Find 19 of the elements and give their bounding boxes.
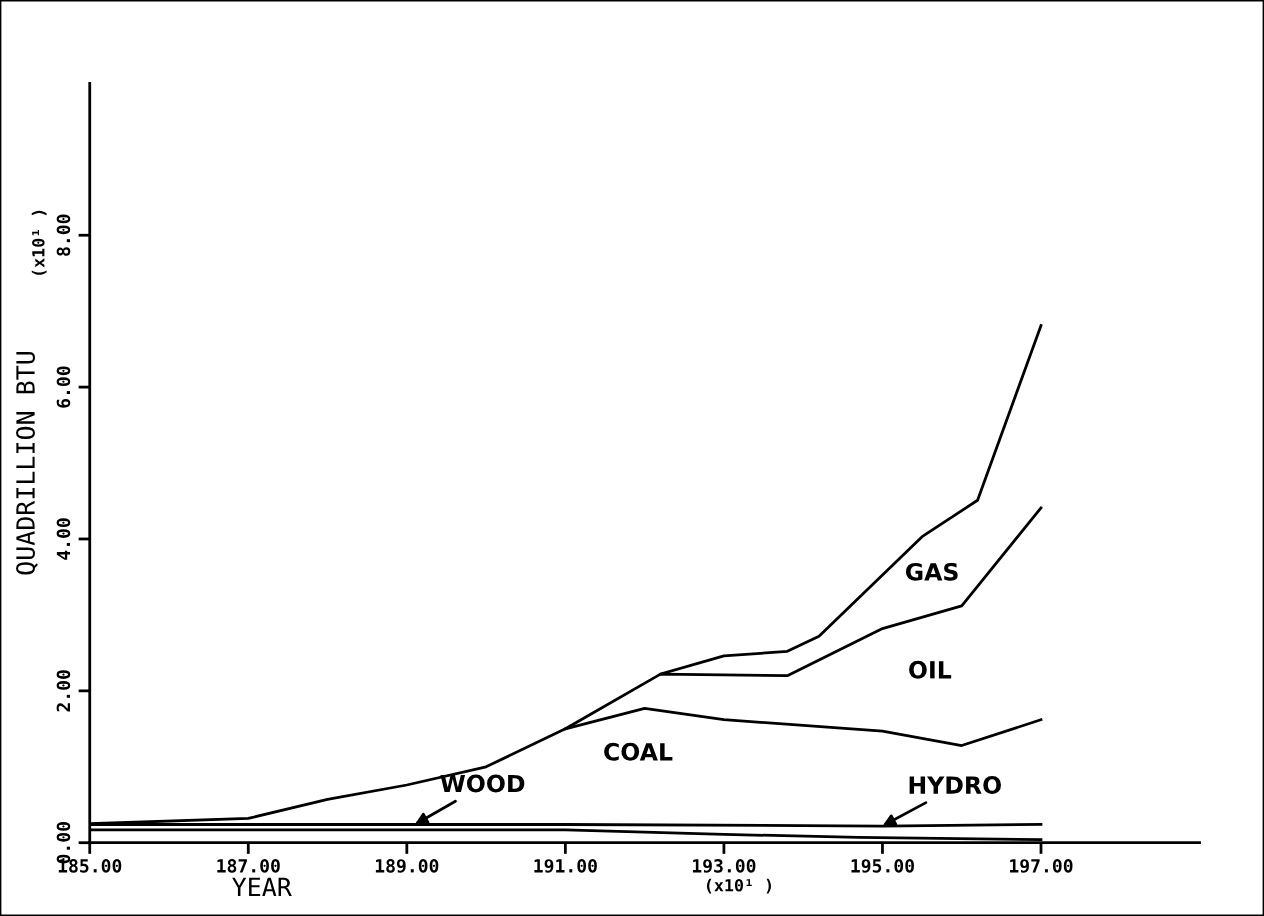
annotation: WOOD <box>440 774 525 793</box>
x-tick-label: 191.00 <box>534 859 597 873</box>
x-tick-label: 187.00 <box>217 859 280 873</box>
y-axis-title: QUADRILLION BTU <box>16 351 38 575</box>
y-tick-label: 6.00 <box>56 366 71 408</box>
y-tick-label: 4.00 <box>56 518 71 560</box>
x-tick-label: 195.00 <box>851 859 914 873</box>
y-tick-label: 2.00 <box>56 670 71 712</box>
annotation: HYDRO <box>909 776 1001 794</box>
annotation: COAL <box>604 742 673 761</box>
text: (x10¹ ) <box>31 210 47 275</box>
y-tick-label: 8.00 <box>56 214 71 256</box>
x-axis-title: YEAR <box>232 877 292 897</box>
x-tick-label: 193.00 <box>692 859 756 873</box>
x-tick-label: 189.00 <box>375 859 439 873</box>
annotation: OIL <box>909 660 952 679</box>
text: (x10¹ ) <box>706 878 771 894</box>
x-tick-label: 197.00 <box>1010 859 1073 873</box>
annotation: GAS <box>905 562 958 581</box>
